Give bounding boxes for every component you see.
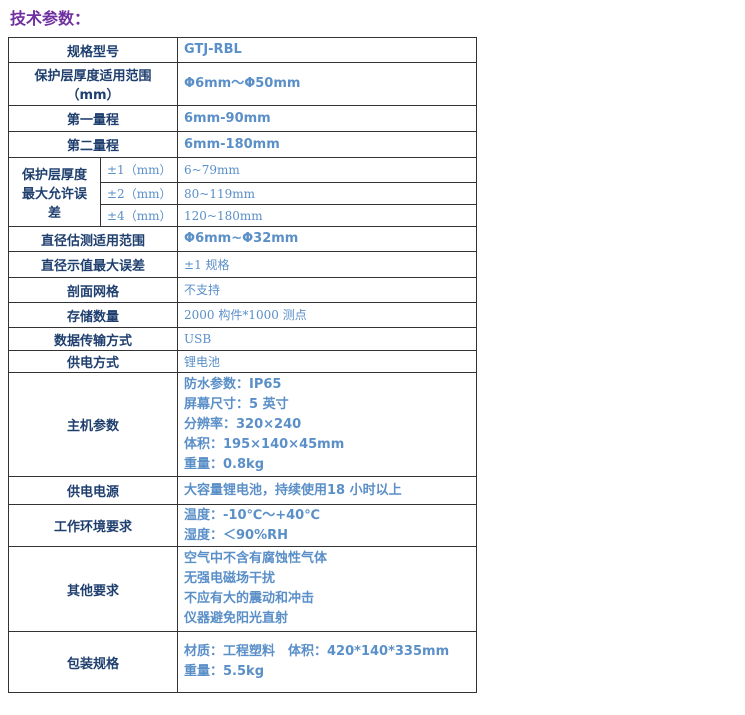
row-value: Φ6mm～Φ50mm [177,62,478,106]
row-value: 6mm-180mm [177,131,478,158]
value-line: 屏幕尺寸：5 英寸 [184,396,289,412]
table-row: 供电方式 锂电池 [7,350,478,373]
table-row: 直径估测适用范围 Φ6mm~Φ32mm [7,226,478,252]
row-label: 供电电源 [7,476,179,505]
table-row: ±4（mm） 120~180mm [9,204,478,227]
table-row: 直径示值最大误差 ±1 规格 [7,251,478,278]
value-line: Φ6mm～Φ50mm [184,76,301,91]
row-value: 温度：-10℃～+40℃ 湿度：＜90%RH [177,504,478,547]
sub-label: ±2（mm） [99,182,179,205]
value-line: 湿度：＜90%RH [184,527,289,543]
value-line: 仪器避免阳光直射 [184,611,289,626]
row-value: 大容量锂电池，持续使用18 小时以上 [177,476,478,505]
row-value: 80~119mm [177,182,478,205]
row-label: 供电方式 [7,350,179,373]
row-label: 直径示值最大误差 [7,251,179,278]
row-label: 保护层厚度最大允许误差 [8,157,101,227]
value-line: 材质：工程塑料 体积：420*140*335mm [184,644,450,659]
row-value: 6mm-90mm [177,105,478,132]
value-line: 无强电磁场干扰 [184,571,276,586]
row-label: 主机参数 [7,372,179,477]
table-row: 第二量程 6mm-180mm [7,131,478,158]
title: 技术参数： [10,9,91,28]
value-line: Φ6mm~Φ32mm [184,231,299,246]
value-line: 体积：195×140×45mm [184,436,345,452]
row-value: 120~180mm [177,204,478,227]
row-label: 工作环境要求 [7,504,179,547]
row-label: 包装规格 [7,631,179,693]
table-row: 工作环境要求 温度：-10℃～+40℃ 湿度：＜90%RH [7,504,478,547]
row-value: 空气中不含有腐蚀性气体 无强电磁场干扰不应有大的震动和冲击 仪器避免阳光直射 [177,546,478,632]
value-line: 不应有大的震动和冲击 [184,591,315,606]
value-line: 温度：-10℃～+40℃ [184,507,320,523]
row-label: 其他要求 [7,546,179,632]
spec-table: 规格型号 GTJ-RBL 保护层厚度适用范围（mm） Φ6mm～Φ50mm 第一量程 6m… [7,37,478,693]
table-row: 保护层厚度适用范围（mm） Φ6mm～Φ50mm [7,62,478,106]
value-line: USB [184,332,212,346]
row-value: 6~79mm [177,157,478,183]
table-row: 供电电源 大容量锂电池，持续使用18 小时以上 [7,476,478,505]
row-label: 剖面网格 [7,277,179,303]
value-line: 2000 构件*1000 测点 [184,308,307,322]
table-row: 剖面网格 不支持 [7,277,478,303]
row-value: GTJ-RBL [177,37,478,63]
value-line: 6mm-90mm [184,110,271,126]
table-row: 规格型号 GTJ-RBL [7,37,478,63]
row-label: 数据传输方式 [7,327,179,351]
table-row: 存储数量 2000 构件*1000 测点 [7,302,478,328]
table-row: 其他要求 空气中不含有腐蚀性气体 无强电磁场干扰不应有大的震动和冲击 仪器避免阳光直射 [7,546,478,632]
table-row: 数据传输方式 USB [7,327,478,351]
table-row: 保护层厚度最大允许误差 ±1（mm） 6~79mm [8,157,478,227]
value-line: 重量：5.5kg [184,664,264,679]
row-label: 存储数量 [7,302,179,328]
value-line: 锂电池 [184,354,221,369]
value-line: 分辨率：320×240 [184,416,302,432]
sub-label: ±1（mm） [99,157,179,183]
value-line: 空气中不含有腐蚀性气体 [184,551,328,566]
sub-label: ±4（mm） [99,204,179,227]
row-label: 规格型号 [7,37,179,63]
row-value: 防水参数：IP65 屏幕尺寸：5 英寸 分辨率：320×240 体积：195×140×… [177,372,478,477]
row-value: 不支持 [177,277,478,303]
row-label: 保护层厚度适用范围（mm） [7,62,179,106]
value-line: ±1 规格 [184,257,230,272]
row-value: 材质：工程塑料 体积：420*140*335mm 重量：5.5kg [177,631,478,693]
row-label: 第一量程 [7,105,179,132]
table-row: 主机参数 防水参数：IP65 屏幕尺寸：5 英寸 分辨率：320×240 体积：195×… [7,372,478,477]
row-value: ±1 规格 [177,251,478,278]
value-line: 大容量锂电池，持续使用18 小时以上 [184,482,402,498]
value-line: 重量：0.8kg [184,456,264,472]
value-line: 不支持 [184,283,221,297]
row-value: 锂电池 [177,350,478,373]
value-line: 6mm-180mm [184,136,280,152]
row-value: 2000 构件*1000 测点 [177,302,478,328]
row-label: 直径估测适用范围 [7,226,179,252]
row-label: 第二量程 [7,131,179,158]
table-row: 第一量程 6mm-90mm [7,105,478,132]
table-row: 包装规格 材质：工程塑料 体积：420*140*335mm 重量：5.5kg [7,631,478,693]
row-value: Φ6mm~Φ32mm [177,226,478,252]
value-line: 防水参数：IP65 [184,376,282,392]
row-value: USB [177,327,478,351]
value-line: GTJ-RBL [184,42,242,57]
